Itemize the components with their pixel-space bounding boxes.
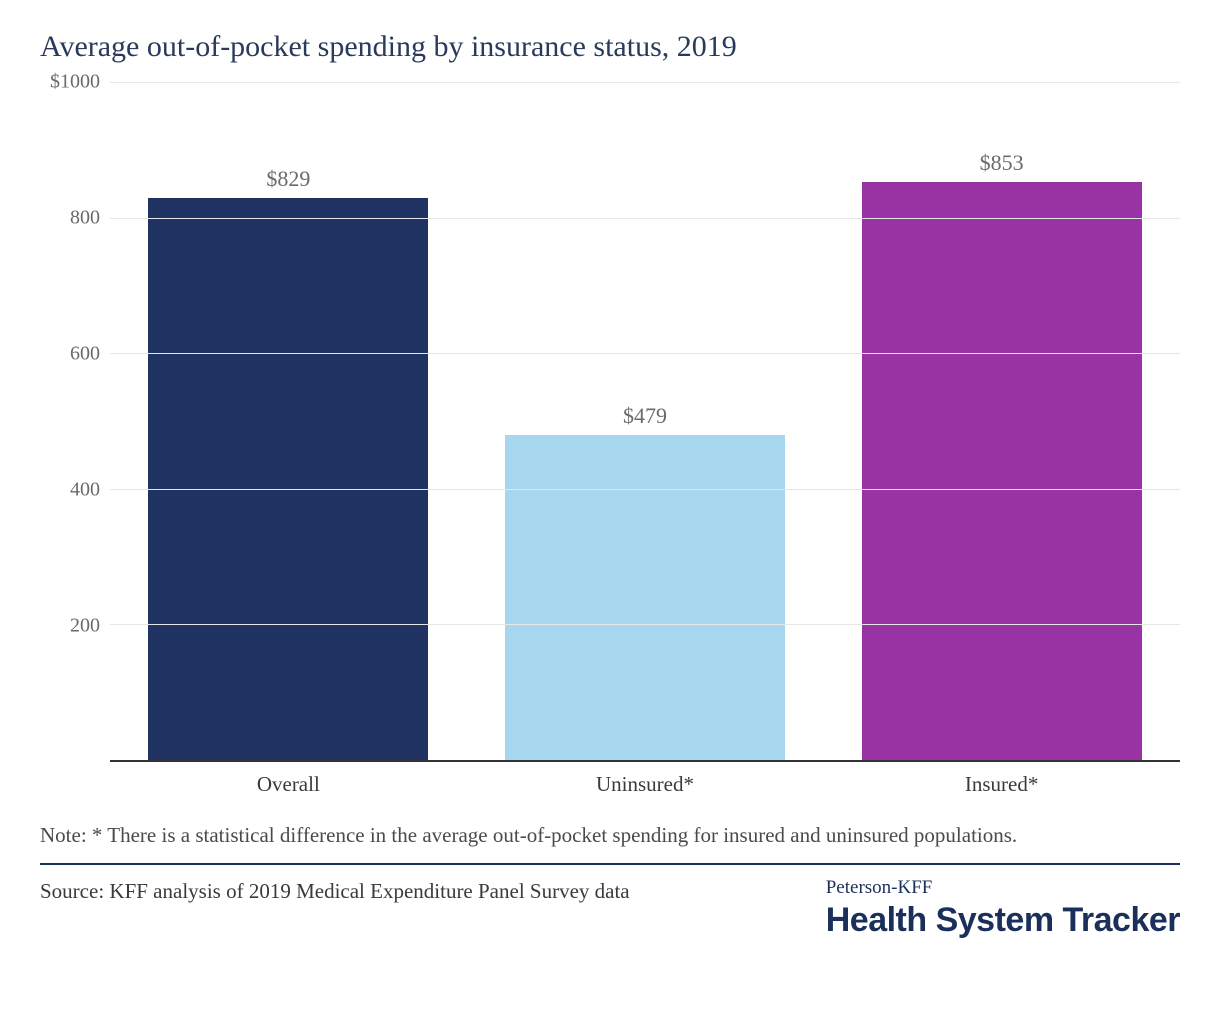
chart-note: Note: * There is a statistical differenc… xyxy=(40,822,1180,849)
x-axis-label: Insured* xyxy=(823,762,1180,802)
bar-value-label: $853 xyxy=(980,150,1024,176)
plot-region: $829 $479 $853 xyxy=(110,82,1180,762)
brand-top: Peterson-KFF xyxy=(826,877,1180,899)
chart-area: 200400600800$1000 $829$479$853 OverallUn… xyxy=(40,82,1180,802)
x-axis-label: Overall xyxy=(110,762,467,802)
bar-group: $479 xyxy=(467,82,824,760)
bar-value-label: $479 xyxy=(623,403,667,429)
x-axis-label: Uninsured* xyxy=(467,762,824,802)
gridline xyxy=(110,218,1180,219)
bar-rect xyxy=(148,198,428,760)
divider xyxy=(40,863,1180,865)
bar-value-label: $829 xyxy=(266,166,310,192)
gridline xyxy=(110,489,1180,490)
y-tick-label: 200 xyxy=(70,615,100,638)
y-axis: 200400600800$1000 xyxy=(40,82,110,762)
y-tick-label: 600 xyxy=(70,343,100,366)
chart-title: Average out-of-pocket spending by insura… xyxy=(40,30,1180,64)
chart-container: Average out-of-pocket spending by insura… xyxy=(0,0,1220,1020)
footer: Source: KFF analysis of 2019 Medical Exp… xyxy=(40,877,1180,940)
y-tick-label: 400 xyxy=(70,479,100,502)
x-axis-labels: OverallUninsured*Insured* xyxy=(110,762,1180,802)
y-tick-label: 800 xyxy=(70,207,100,230)
bar-rect xyxy=(505,435,785,760)
bars-group: $829 $479 $853 xyxy=(110,82,1180,760)
bar-group: $829 xyxy=(110,82,467,760)
gridline xyxy=(110,624,1180,625)
gridline xyxy=(110,353,1180,354)
source-text: Source: KFF analysis of 2019 Medical Exp… xyxy=(40,877,630,905)
gridline xyxy=(110,82,1180,83)
brand-main: Health System Tracker xyxy=(826,901,1180,940)
bar-group: $853 xyxy=(823,82,1180,760)
y-tick-label: $1000 xyxy=(50,71,100,94)
bar-rect xyxy=(862,182,1142,760)
branding: Peterson-KFF Health System Tracker xyxy=(826,877,1180,940)
